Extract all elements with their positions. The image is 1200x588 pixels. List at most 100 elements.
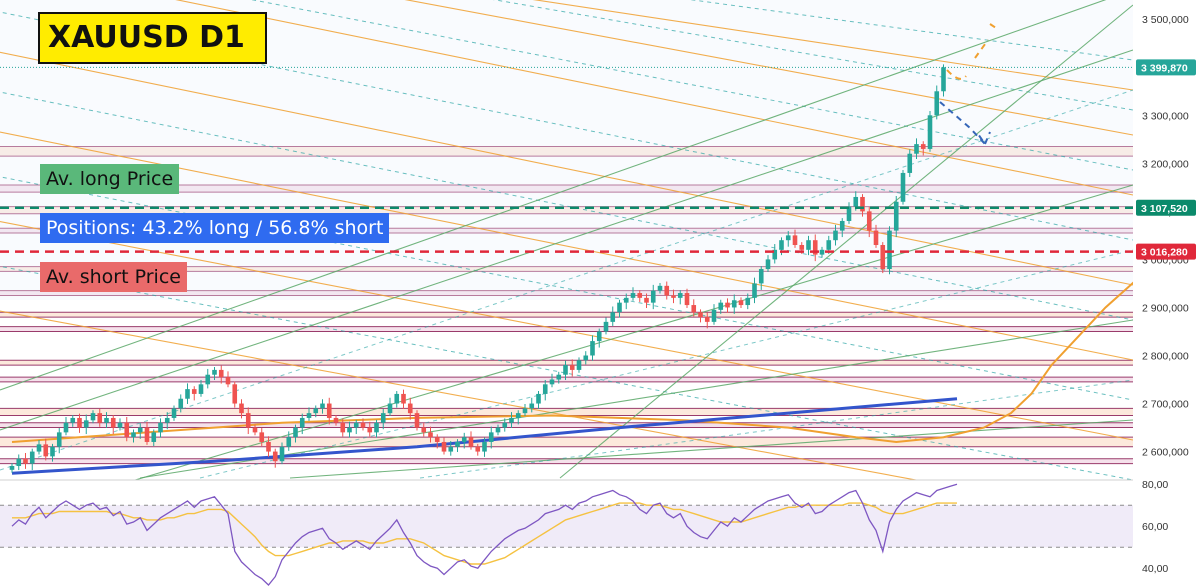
rsi-band bbox=[0, 505, 1133, 548]
candle bbox=[644, 293, 649, 308]
candle-body bbox=[232, 384, 238, 404]
candle-body bbox=[725, 302, 730, 308]
candle-body bbox=[394, 393, 400, 404]
candle-body bbox=[880, 245, 886, 270]
candle-body bbox=[819, 249, 825, 255]
candle bbox=[495, 424, 501, 436]
candle bbox=[455, 439, 460, 453]
candle bbox=[941, 64, 946, 97]
candle-body bbox=[711, 309, 717, 322]
candle bbox=[212, 367, 217, 380]
candle-body bbox=[806, 240, 811, 250]
candle-body bbox=[630, 293, 636, 298]
candle bbox=[704, 312, 710, 329]
teal-dashed-uptrend bbox=[0, 89, 1134, 471]
candle-body bbox=[833, 230, 838, 241]
candle-body bbox=[448, 446, 454, 452]
orange-trendline bbox=[0, 131, 1134, 361]
candle-body bbox=[306, 413, 312, 418]
teal-dashed-trendline bbox=[0, 265, 1134, 481]
candle bbox=[819, 246, 825, 258]
candle-body bbox=[455, 441, 460, 447]
candle-body bbox=[738, 300, 744, 306]
candle bbox=[860, 194, 865, 217]
candle-body bbox=[502, 422, 508, 428]
price-marker-label: 3 107,520 bbox=[1141, 203, 1188, 215]
candle bbox=[718, 299, 724, 314]
green-trendline bbox=[139, 319, 1134, 479]
candle-body bbox=[920, 144, 926, 149]
candle bbox=[664, 281, 670, 300]
candle bbox=[698, 309, 703, 323]
zone-band bbox=[0, 422, 1133, 428]
price-tick-label: 2 800,000 bbox=[1142, 350, 1189, 362]
candle bbox=[887, 226, 892, 275]
candle-body bbox=[286, 437, 292, 447]
candle bbox=[29, 448, 35, 471]
candle bbox=[650, 284, 656, 310]
candle bbox=[367, 421, 373, 437]
candle-body bbox=[468, 437, 474, 447]
candle-body bbox=[374, 422, 379, 433]
candle-body bbox=[684, 293, 690, 306]
candle-body bbox=[124, 422, 130, 438]
candle-body bbox=[698, 312, 703, 318]
candle-body bbox=[671, 295, 676, 298]
candle-body bbox=[860, 196, 865, 212]
rsi-tick-label: 80,00 bbox=[1142, 479, 1168, 491]
candle-body bbox=[9, 465, 15, 470]
candle bbox=[185, 383, 190, 405]
candle-body bbox=[178, 398, 184, 409]
teal-dashed-trendline bbox=[250, 0, 1134, 171]
candle bbox=[745, 293, 751, 310]
candle bbox=[536, 391, 541, 409]
candle bbox=[279, 442, 285, 465]
candle-body bbox=[29, 451, 35, 464]
teal-dashed-trendline bbox=[0, 176, 1134, 401]
candle-body bbox=[941, 67, 946, 92]
candle-body bbox=[63, 422, 69, 433]
candle bbox=[866, 207, 872, 238]
axis-background bbox=[1133, 0, 1200, 588]
candle-body bbox=[191, 389, 197, 394]
candle bbox=[333, 415, 339, 426]
candle-body bbox=[529, 403, 535, 409]
candle-body bbox=[644, 297, 649, 303]
candle-body bbox=[583, 355, 589, 361]
candle-body bbox=[23, 458, 28, 464]
zone-band bbox=[0, 290, 1133, 296]
candle-body bbox=[812, 240, 818, 255]
candle-body bbox=[320, 403, 325, 409]
candle-body bbox=[299, 417, 305, 428]
candle bbox=[873, 224, 879, 248]
candle-body bbox=[914, 144, 919, 154]
candle-body bbox=[144, 427, 150, 442]
candle bbox=[833, 224, 838, 246]
bearish-projection-arrow bbox=[939, 101, 991, 145]
candle-body bbox=[745, 297, 751, 306]
candle bbox=[110, 415, 116, 435]
candle bbox=[239, 399, 244, 419]
candle bbox=[36, 440, 42, 455]
candle-body bbox=[43, 444, 49, 457]
candle-body bbox=[590, 341, 595, 356]
candle bbox=[752, 277, 757, 304]
candle bbox=[83, 414, 89, 435]
candle-body bbox=[522, 408, 528, 414]
candle-body bbox=[610, 312, 616, 322]
candle bbox=[900, 170, 906, 205]
candle bbox=[515, 410, 521, 425]
green-trendline bbox=[0, 0, 1107, 391]
candle bbox=[671, 289, 676, 304]
candle-body bbox=[907, 153, 913, 173]
candle-body bbox=[97, 413, 103, 423]
candle-body bbox=[104, 417, 109, 423]
candle-body bbox=[272, 451, 278, 462]
candles bbox=[9, 64, 946, 473]
candle bbox=[225, 371, 231, 388]
candle bbox=[63, 416, 69, 436]
candle-body bbox=[347, 427, 352, 433]
candle-body bbox=[664, 285, 670, 296]
price-marker-tag bbox=[1136, 59, 1196, 76]
